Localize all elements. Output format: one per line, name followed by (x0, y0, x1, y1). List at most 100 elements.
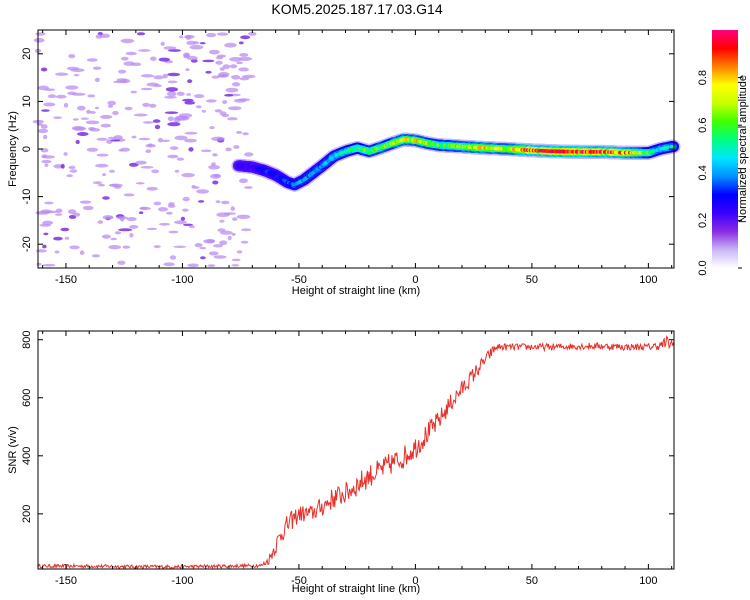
noise-blob (167, 116, 175, 122)
noise-blob (91, 254, 100, 258)
noise-blob (219, 240, 228, 245)
noise-blob (232, 217, 238, 221)
noise-blob (238, 41, 244, 45)
noise-blob (200, 149, 212, 153)
spectrogram-x-tick-label: -50 (291, 274, 307, 286)
noise-blob (222, 64, 231, 70)
snr-y-tick-label: 800 (21, 331, 33, 349)
noise-blob (77, 132, 89, 136)
noise-blob (138, 137, 151, 141)
noise-blob (179, 35, 184, 39)
noise-blob (35, 249, 47, 253)
noise-blob (224, 94, 234, 97)
spectrogram-x-tick-label: 0 (412, 274, 418, 286)
noise-blob (86, 147, 99, 152)
noise-blob (121, 56, 129, 61)
noise-blob (215, 200, 221, 204)
noise-blob (167, 80, 178, 84)
colorbar-label: Normalized spectral amplitude (737, 75, 749, 223)
noise-blob (123, 61, 135, 66)
noise-blob (196, 189, 210, 194)
snr-x-tick-label: 100 (639, 575, 657, 587)
colorbar-gradient (712, 30, 738, 268)
noise-blob (108, 183, 120, 187)
noise-blob (70, 68, 85, 72)
noise-blob (205, 70, 212, 74)
snr-x-tick-label: -100 (171, 575, 193, 587)
noise-blob (131, 135, 137, 139)
snr-y-ticks: 200 400 600 800 (21, 331, 674, 523)
noise-blob (98, 183, 105, 187)
noise-blob (150, 56, 157, 61)
noise-blob (240, 35, 251, 40)
noise-blob (166, 91, 177, 97)
noise-blob (211, 136, 225, 141)
snr-plot-frame (37, 330, 675, 570)
noise-blob (116, 78, 128, 82)
noise-blob (79, 200, 92, 204)
snr-x-ticks: -150 -100 -50 0 50 100 (42, 331, 673, 587)
spectrogram-x-tick-label: 50 (526, 274, 538, 286)
noise-blob (186, 93, 192, 96)
noise-blob (140, 206, 147, 210)
noise-blob (197, 200, 205, 203)
noise-blob (102, 173, 107, 177)
noise-blob (222, 100, 228, 104)
noise-blob (218, 74, 229, 78)
noise-blob (41, 159, 52, 164)
noise-blob (55, 72, 69, 76)
noise-blob (40, 209, 52, 214)
noise-blob (117, 260, 126, 265)
spectrogram-y-tick-label: 20 (21, 48, 33, 60)
spectrogram-y-tick-label: -20 (21, 236, 33, 252)
noise-blob (68, 209, 77, 215)
spectrogram-y-tick-label: -10 (21, 189, 33, 205)
noise-blob (211, 75, 220, 79)
noise-blob (182, 98, 194, 102)
noise-blob (154, 124, 161, 130)
noise-blob (182, 223, 194, 226)
noise-blob (97, 220, 104, 224)
noise-blob (140, 87, 153, 91)
noise-blob (44, 88, 56, 91)
noise-blob (176, 157, 185, 161)
noise-blob (164, 111, 179, 114)
noise-blob (242, 132, 249, 136)
noise-blob (163, 46, 177, 50)
noise-blob (107, 100, 116, 106)
spectrogram-noise (32, 31, 257, 268)
noise-blob (107, 104, 113, 108)
noise-blob (54, 250, 60, 254)
noise-blob (53, 236, 63, 241)
noise-blob (167, 154, 179, 159)
noise-blob (168, 230, 179, 234)
noise-blob (189, 225, 195, 229)
spectrogram-ridge (231, 132, 681, 192)
noise-blob (118, 69, 127, 74)
snr-x-tick-label: -150 (55, 575, 77, 587)
noise-blob (41, 155, 56, 159)
colorbar-tick-label: 0.0 (697, 260, 709, 275)
noise-blob (180, 216, 186, 221)
noise-blob (125, 51, 137, 56)
noise-blob (213, 244, 224, 248)
noise-blob (142, 102, 151, 107)
noise-blob (221, 200, 230, 205)
noise-blob (158, 222, 171, 226)
noise-blob (146, 82, 159, 87)
noise-blob (160, 41, 165, 46)
noise-blob (41, 109, 50, 112)
spectrogram-x-label: Height of straight line (km) (292, 285, 420, 297)
snr-x-label: Height of straight line (km) (292, 583, 420, 595)
noise-blob (238, 56, 253, 62)
noise-blob (184, 101, 196, 105)
noise-blob (213, 255, 227, 259)
spectrogram-x-tick-label: -150 (55, 274, 77, 286)
snr-y-tick-label: 400 (21, 447, 33, 465)
noise-blob (227, 235, 232, 241)
noise-blob (118, 149, 124, 152)
noise-blob (68, 54, 76, 59)
noise-blob (193, 94, 205, 99)
noise-blob (122, 245, 131, 249)
